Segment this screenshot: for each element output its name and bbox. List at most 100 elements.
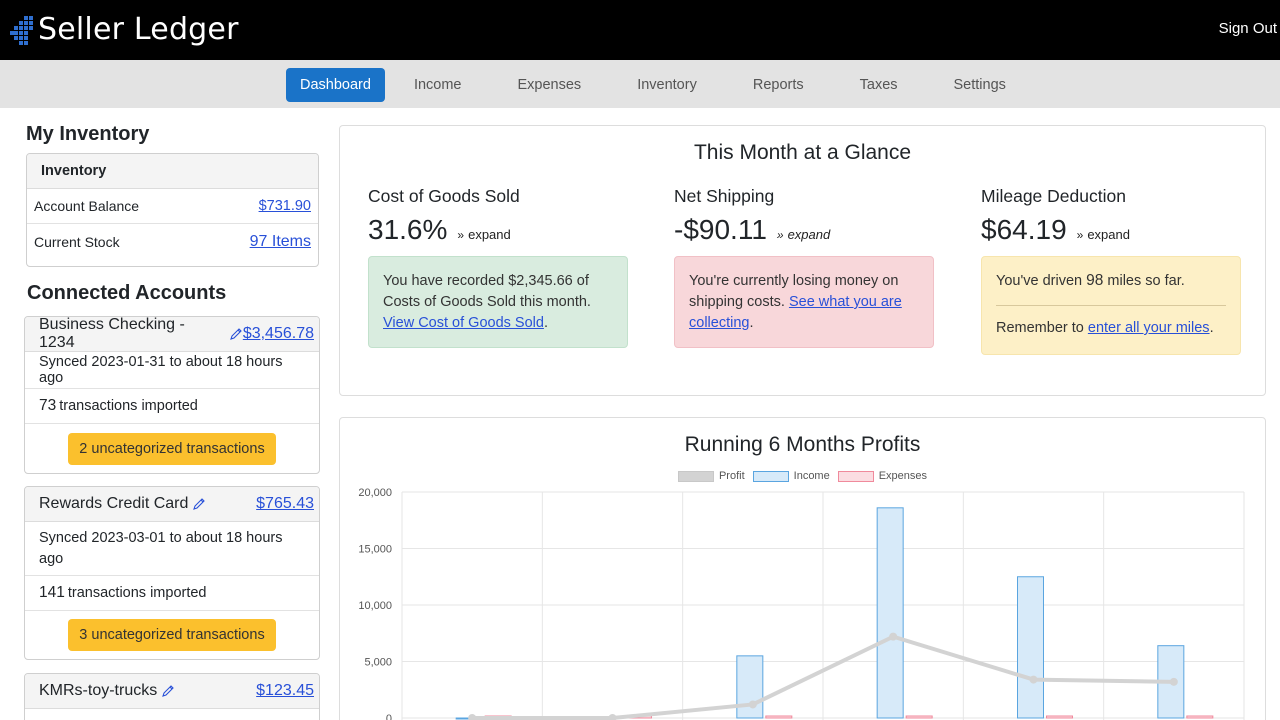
imported-text: transactions imported: [67, 585, 207, 601]
view-cogs-link[interactable]: View Cost of Goods Sold: [383, 315, 544, 331]
app-logo[interactable]: Seller Ledger: [10, 12, 239, 47]
account-synced: Synced 2023-01-31 to about 18 hours ago: [25, 352, 319, 389]
profit-line: [472, 634, 1174, 720]
account-name: KMRs-toy-trucks: [39, 682, 158, 699]
profits-chart: 20,000 15,000 10,000 5,000 0: [358, 487, 1245, 720]
account-name: Rewards Credit Card: [39, 495, 189, 512]
legend-label: Income: [793, 470, 830, 482]
account-header: KMRs-toy-trucks $123.45: [25, 674, 319, 709]
nav-expenses[interactable]: Expenses: [517, 77, 582, 93]
account-header: Business Checking - 1234 $3,456.78: [25, 317, 319, 352]
current-stock-label: Current Stock: [34, 233, 120, 250]
pencil-icon[interactable]: [192, 497, 206, 511]
legend-expenses[interactable]: Expenses: [837, 470, 928, 482]
nav-dashboard[interactable]: Dashboard: [286, 68, 385, 102]
account-actions: 2 uncategorized transactions: [25, 424, 319, 473]
inventory-card: Inventory Account Balance $731.90 Curren…: [26, 153, 319, 267]
inventory-row: Account Balance $731.90: [27, 189, 318, 224]
nav-reports[interactable]: Reports: [752, 77, 804, 93]
account-balance-link[interactable]: $3,456.78: [242, 325, 314, 342]
shipping-info-box: You're currently losing money on shippin…: [674, 256, 934, 348]
mileage-expand-toggle[interactable]: » expand: [1077, 227, 1130, 242]
account-balance-link[interactable]: $731.90: [258, 198, 311, 214]
y-tick-label: 15,000: [358, 544, 392, 556]
legend-label: Profit: [718, 470, 745, 482]
account-balance-link[interactable]: $123.45: [256, 682, 314, 699]
glance-title: This Month at a Glance: [693, 141, 912, 164]
double-chevron-icon: »: [776, 228, 784, 242]
income-bar: [876, 507, 904, 719]
cogs-expand-toggle[interactable]: » expand: [457, 227, 510, 242]
miles-count: 98: [1086, 272, 1104, 289]
y-tick-label: 0: [386, 713, 392, 720]
account-card: Business Checking - 1234 $3,456.78 Synce…: [24, 316, 320, 474]
imported-count: 73: [39, 397, 57, 414]
account-balance-link[interactable]: $765.43: [256, 495, 314, 512]
account-imported: 141 transactions imported: [25, 576, 319, 611]
account-balance-label: Account Balance: [34, 198, 140, 214]
mileage-driven-end: miles so far.: [1107, 273, 1185, 289]
mileage-driven-text: You've driven: [996, 273, 1083, 289]
double-chevron-icon: »: [457, 228, 465, 242]
chart-legend: Profit Income Expenses: [340, 470, 1265, 482]
chart-title: Running 6 Months Profits: [684, 433, 921, 456]
shipping-collecting-link[interactable]: See what you are collecting: [689, 294, 902, 331]
profit-point: [608, 714, 617, 720]
month-glance-panel: This Month at a Glance Cost of Goods Sol…: [339, 125, 1266, 396]
nav-inventory[interactable]: Inventory: [637, 77, 697, 93]
expenses-bar: [1046, 715, 1073, 719]
mileage-value: $64.19: [981, 214, 1067, 245]
legend-swatch: [677, 470, 714, 482]
pencil-icon[interactable]: [161, 684, 175, 698]
shipping-info-end: .: [749, 315, 754, 331]
legend-profit[interactable]: Profit: [677, 470, 745, 482]
shipping-metric: Net Shipping -$90.11 » expand You're curr…: [674, 186, 934, 348]
account-card: Rewards Credit Card $765.43 Synced 2023-…: [24, 486, 320, 660]
profit-point: [1029, 675, 1038, 684]
top-header: Seller Ledger Sign Out: [0, 0, 1280, 60]
account-card: KMRs-toy-trucks $123.45: [24, 673, 320, 720]
shipping-expand-toggle[interactable]: » expand: [777, 227, 830, 242]
nav-income[interactable]: Income: [413, 77, 462, 93]
legend-swatch: [752, 470, 789, 482]
nav-taxes[interactable]: Taxes: [859, 77, 898, 93]
mileage-metric: Mileage Deduction $64.19 » expand You've …: [981, 186, 1241, 355]
expand-label: expand: [1087, 227, 1130, 242]
synced-text: Synced 2023-01-31 to about 18 hours ago: [39, 354, 283, 386]
account-name: Business Checking - 1234: [39, 316, 185, 351]
inventory-heading: My Inventory: [26, 123, 150, 145]
sign-out-link[interactable]: Sign Out: [1218, 20, 1277, 37]
current-stock-link[interactable]: 97 Items: [249, 232, 311, 250]
profit-point: [1169, 677, 1178, 686]
account-actions: 3 uncategorized transactions: [25, 611, 319, 659]
legend-income[interactable]: Income: [752, 470, 830, 482]
mileage-reminder-text: Remember to: [996, 320, 1084, 336]
cogs-label: Cost of Goods Sold: [368, 186, 520, 206]
uncategorized-button[interactable]: 3 uncategorized transactions: [68, 619, 276, 651]
legend-label: Expenses: [878, 470, 928, 482]
cogs-metric: Cost of Goods Sold 31.6% » expand You hav…: [368, 186, 628, 348]
enter-miles-link[interactable]: enter all your miles: [1087, 320, 1210, 336]
profits-chart-panel: 20,000 15,000 10,000 5,000 0 Running 6 Month…: [339, 417, 1266, 720]
double-chevron-icon: »: [1076, 228, 1084, 242]
mileage-reminder-line: Remember to enter all your miles.: [996, 318, 1226, 339]
pencil-icon[interactable]: [229, 327, 243, 341]
nav-settings[interactable]: Settings: [953, 77, 1006, 93]
account-synced: Synced 2023-03-01 to about 18 hours ago: [25, 522, 319, 576]
imported-count: 141: [39, 584, 65, 601]
uncategorized-button[interactable]: 2 uncategorized transactions: [68, 432, 276, 465]
mileage-label: Mileage Deduction: [981, 186, 1126, 206]
mileage-driven-line: You've driven 98 miles so far.: [996, 270, 1226, 292]
y-tick-label: 20,000: [358, 487, 392, 499]
logo-icon: [10, 15, 33, 45]
inventory-row: Current Stock 97 Items: [27, 224, 318, 259]
expenses-bar: [905, 715, 933, 719]
cogs-info-end: .: [543, 315, 548, 331]
app-title: Seller Ledger: [38, 12, 239, 47]
shipping-label: Net Shipping: [674, 186, 775, 206]
income-bar: [736, 655, 764, 719]
main-nav: Dashboard Income Expenses Inventory Repo…: [0, 60, 1280, 108]
connected-accounts-heading: Connected Accounts: [27, 282, 227, 304]
y-tick-label: 10,000: [358, 600, 392, 612]
expand-label: expand: [468, 227, 511, 242]
